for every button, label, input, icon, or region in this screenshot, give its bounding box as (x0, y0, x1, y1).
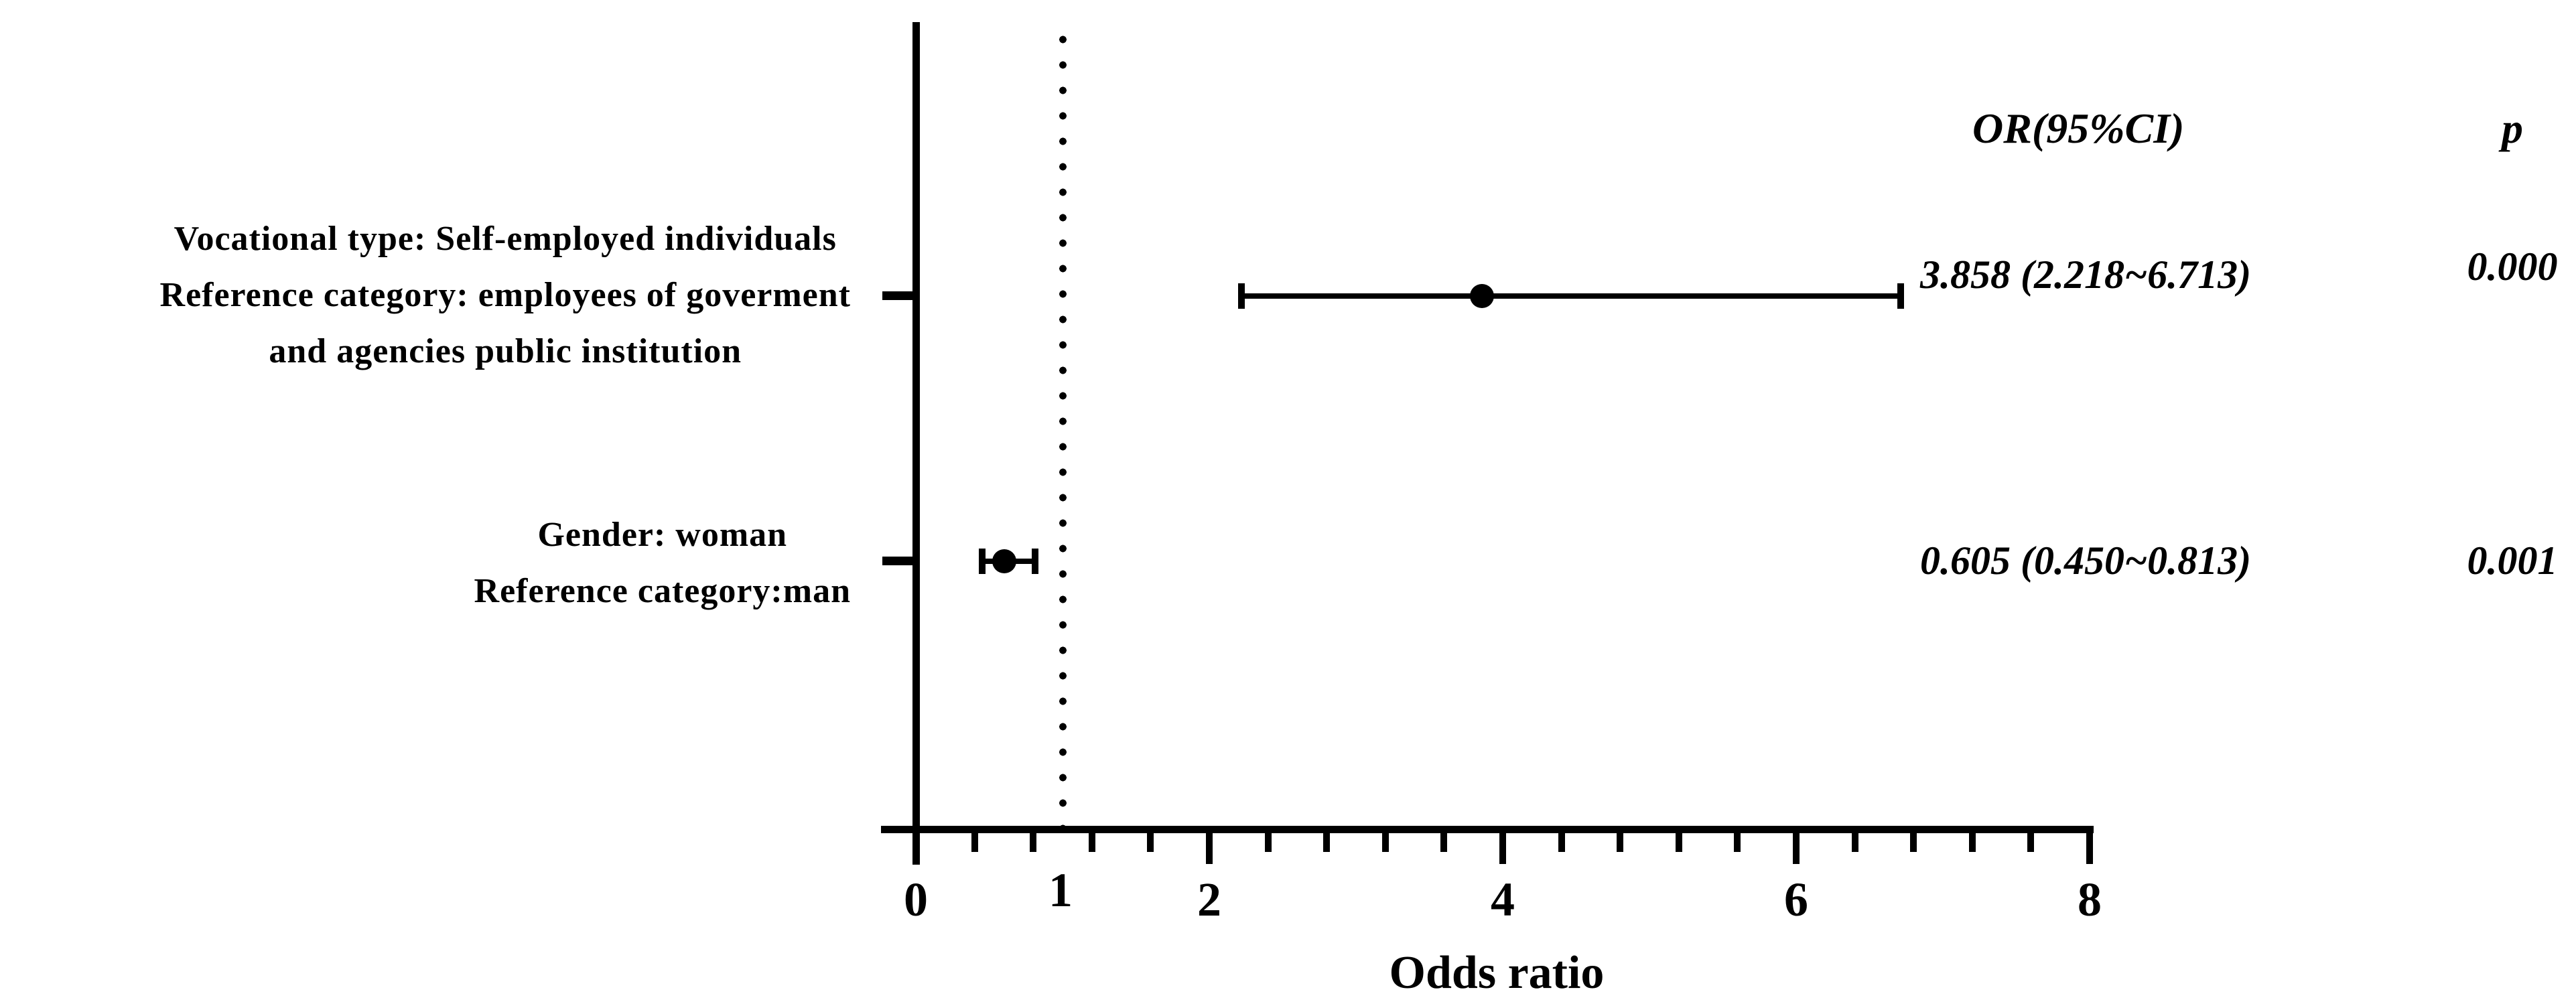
p-column-header: p (2502, 104, 2523, 152)
x-minor-tick (1088, 833, 1095, 852)
x-axis-title: Odds ratio (1389, 947, 1605, 999)
row-label-1: Vocational type: Self-employed individua… (160, 211, 851, 380)
row-label-2-line-2: Reference category:man (474, 572, 851, 610)
y-axis-row-tick (882, 557, 913, 565)
y-axis-row-tick (882, 291, 913, 300)
x-minor-tick (1440, 833, 1448, 852)
row-label-2-line-1: Gender: woman (537, 516, 788, 554)
row-2-or-ci-value: 0.605 (0.450~0.813) (1920, 538, 2252, 583)
reference-line (1059, 27, 1067, 826)
row-label-1-line-2: Reference category: employees of goverme… (159, 276, 851, 314)
x-minor-tick (971, 833, 978, 852)
y-axis (912, 22, 920, 865)
x-major-tick (912, 833, 919, 864)
x-tick-label-6: 6 (1784, 873, 1808, 926)
x-tick-label-8: 8 (2078, 873, 2102, 926)
row-label-1-line-3: and agencies public institution (269, 332, 742, 370)
row-2-p-value: 0.001 (2467, 538, 2558, 583)
x-minor-tick (1734, 833, 1741, 852)
or-column-header: OR(95%CI) (1972, 104, 2185, 152)
x-major-tick (2086, 833, 2093, 864)
x-minor-tick (1030, 833, 1037, 852)
row-label-1-line-1: Vocational type: Self-employed individua… (174, 220, 837, 258)
x-tick-label-4: 4 (1491, 873, 1515, 926)
ci-line (1241, 293, 1901, 299)
x-minor-tick (1381, 833, 1389, 852)
row-label-2: Gender: woman Reference category:man (474, 507, 851, 620)
x-minor-tick (1910, 833, 1917, 852)
x-tick-label-1: 1 (1048, 863, 1073, 917)
x-minor-tick (1675, 833, 1682, 852)
ci-cap-low (978, 549, 986, 574)
ci-cap-high (1897, 283, 1905, 309)
x-minor-tick (2027, 833, 2035, 852)
x-tick-label-2: 2 (1197, 873, 1221, 926)
x-minor-tick (1323, 833, 1331, 852)
x-minor-tick (1147, 833, 1154, 852)
x-axis (881, 826, 2094, 833)
ci-cap-low (1237, 283, 1245, 309)
x-minor-tick (1851, 833, 1858, 852)
ci-cap-high (1032, 549, 1039, 574)
or-point (1469, 284, 1494, 308)
row-1-p-value: 0.000 (2467, 244, 2558, 289)
x-tick-label-0: 0 (904, 873, 928, 926)
x-major-tick (1499, 833, 1506, 864)
x-minor-tick (1617, 833, 1624, 852)
x-minor-tick (1264, 833, 1272, 852)
x-major-tick (1793, 833, 1800, 864)
x-minor-tick (1968, 833, 1976, 852)
or-point (992, 549, 1017, 573)
x-minor-tick (1558, 833, 1565, 852)
x-major-tick (1206, 833, 1213, 864)
row-1-or-ci-value: 3.858 (2.218~6.713) (1920, 253, 2252, 297)
